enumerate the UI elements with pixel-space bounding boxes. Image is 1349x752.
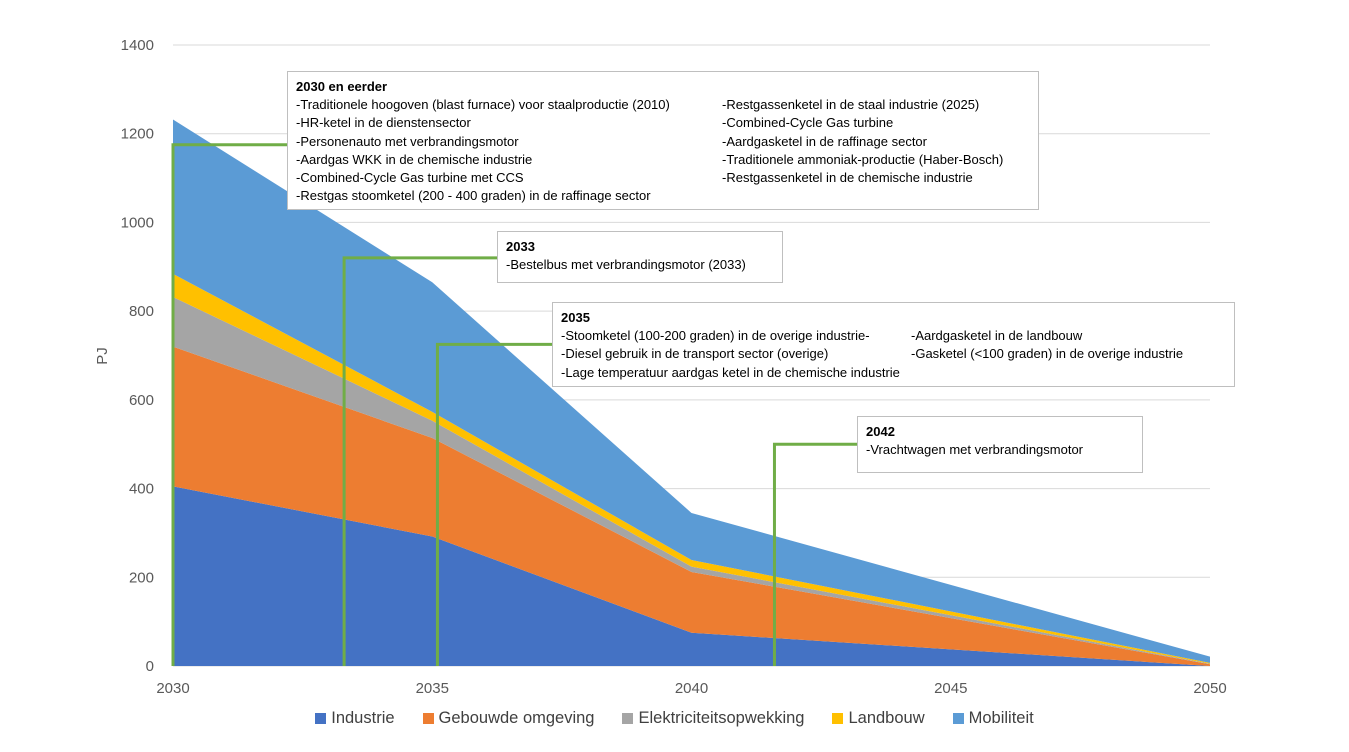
annotation-line: -Stoomketel (100-200 graden) in de overi… bbox=[561, 328, 870, 344]
annotation-2033: 2033 -Bestelbus met verbrandingsmotor (2… bbox=[497, 231, 783, 283]
milestone-line bbox=[435, 342, 552, 666]
annotation-title: 2042 bbox=[866, 424, 895, 439]
x-tick-label: 2050 bbox=[1193, 680, 1226, 697]
annotation-line: -Traditionele ammoniak-productie (Haber-… bbox=[722, 151, 1004, 167]
legend-item: Landbouw bbox=[832, 709, 925, 728]
x-tick-label: 2030 bbox=[156, 680, 189, 697]
legend-swatch bbox=[622, 713, 634, 724]
legend-item: Industrie bbox=[315, 709, 395, 728]
legend-item: Elektriciteitsopwekking bbox=[622, 709, 804, 728]
annotation-line: -Combined-Cycle Gas turbine bbox=[722, 115, 894, 131]
area-mobiliteit bbox=[173, 119, 1210, 663]
annotation-line: -Traditionele hoogoven (blast furnace) v… bbox=[296, 97, 670, 113]
x-axis-ticks: 2030 2035 2040 2045 2050 bbox=[156, 680, 1226, 697]
legend-swatch bbox=[952, 713, 964, 724]
legend-label: Gebouwde omgeving bbox=[438, 709, 595, 727]
annotation-line: -HR-ketel in de dienstensector bbox=[296, 115, 471, 131]
x-tick-label: 2045 bbox=[934, 680, 967, 697]
annotation-line: -Vrachtwagen met verbrandingsmotor bbox=[866, 442, 1084, 458]
y-tick-label: 400 bbox=[129, 481, 154, 498]
annotation-line: -Restgassenketel in de chemische industr… bbox=[722, 170, 973, 186]
annotation-line: -Personenauto met verbrandingsmotor bbox=[296, 133, 519, 149]
legend-swatch bbox=[832, 713, 844, 724]
annotation-line: -Lage temperatuur aardgas ketel in de ch… bbox=[561, 364, 900, 380]
annotation-2035: 2035 -Stoomketel (100-200 graden) in de … bbox=[552, 302, 1235, 387]
annotation-line: -Aardgas WKK in de chemische industrie bbox=[296, 151, 533, 167]
legend-item: Mobiliteit bbox=[952, 709, 1034, 728]
annotation-title: 2033 bbox=[506, 239, 535, 254]
annotation-2030: 2030 en eerder -Traditionele hoogoven (b… bbox=[287, 71, 1039, 210]
milestone-line bbox=[342, 256, 497, 666]
annotation-title: 2035 bbox=[561, 310, 590, 325]
x-tick-label: 2040 bbox=[675, 680, 708, 697]
milestone-lines bbox=[171, 143, 857, 666]
area-series bbox=[173, 119, 1210, 666]
x-tick-label: 2035 bbox=[416, 680, 449, 697]
y-tick-label: 200 bbox=[129, 569, 154, 586]
annotation-line: -Aardgasketel in de landbouw bbox=[911, 328, 1083, 344]
y-axis-label: PJ bbox=[94, 347, 111, 365]
annotation-line: -Restgas stoomketel (200 - 400 graden) i… bbox=[296, 188, 651, 204]
y-tick-label: 1000 bbox=[121, 214, 154, 231]
y-tick-label: 0 bbox=[146, 658, 154, 675]
legend-label: Elektriciteitsopwekking bbox=[638, 709, 805, 727]
y-axis-ticks: 0 200 400 600 800 1000 1200 1400 bbox=[121, 37, 154, 675]
y-tick-label: 800 bbox=[129, 303, 154, 320]
area-industrie bbox=[173, 486, 1210, 666]
annotation-line: -Diesel gebruik in de transport sector (… bbox=[561, 346, 829, 362]
annotation-line: -Restgassenketel in de staal industrie (… bbox=[722, 97, 980, 113]
annotation-title: 2030 en eerder bbox=[296, 79, 388, 94]
annotation-line: -Aardgasketel in de raffinage sector bbox=[722, 133, 927, 149]
y-tick-label: 1400 bbox=[121, 37, 154, 54]
legend-item: Gebouwde omgeving bbox=[422, 709, 595, 728]
y-tick-label: 1200 bbox=[121, 126, 154, 143]
annotation-2042: 2042 -Vrachtwagen met verbrandingsmotor bbox=[857, 416, 1143, 473]
legend-label: Landbouw bbox=[848, 709, 925, 727]
annotation-line: -Gasketel (<100 graden) in de overige in… bbox=[911, 346, 1184, 362]
legend-label: Mobiliteit bbox=[968, 709, 1034, 727]
legend-swatch bbox=[315, 713, 327, 724]
milestone-line bbox=[171, 143, 287, 666]
annotation-line: -Bestelbus met verbrandingsmotor (2033) bbox=[506, 257, 746, 273]
chart-legend: Industrie Gebouwde omgeving Elektriciteits… bbox=[0, 709, 1349, 728]
y-tick-label: 600 bbox=[129, 392, 154, 409]
area-gebouwde-omgeving bbox=[173, 346, 1210, 666]
legend-label: Industrie bbox=[331, 709, 395, 727]
annotation-line: -Combined-Cycle Gas turbine met CCS bbox=[296, 170, 524, 186]
milestone-line bbox=[772, 442, 857, 666]
legend-swatch bbox=[422, 713, 434, 724]
